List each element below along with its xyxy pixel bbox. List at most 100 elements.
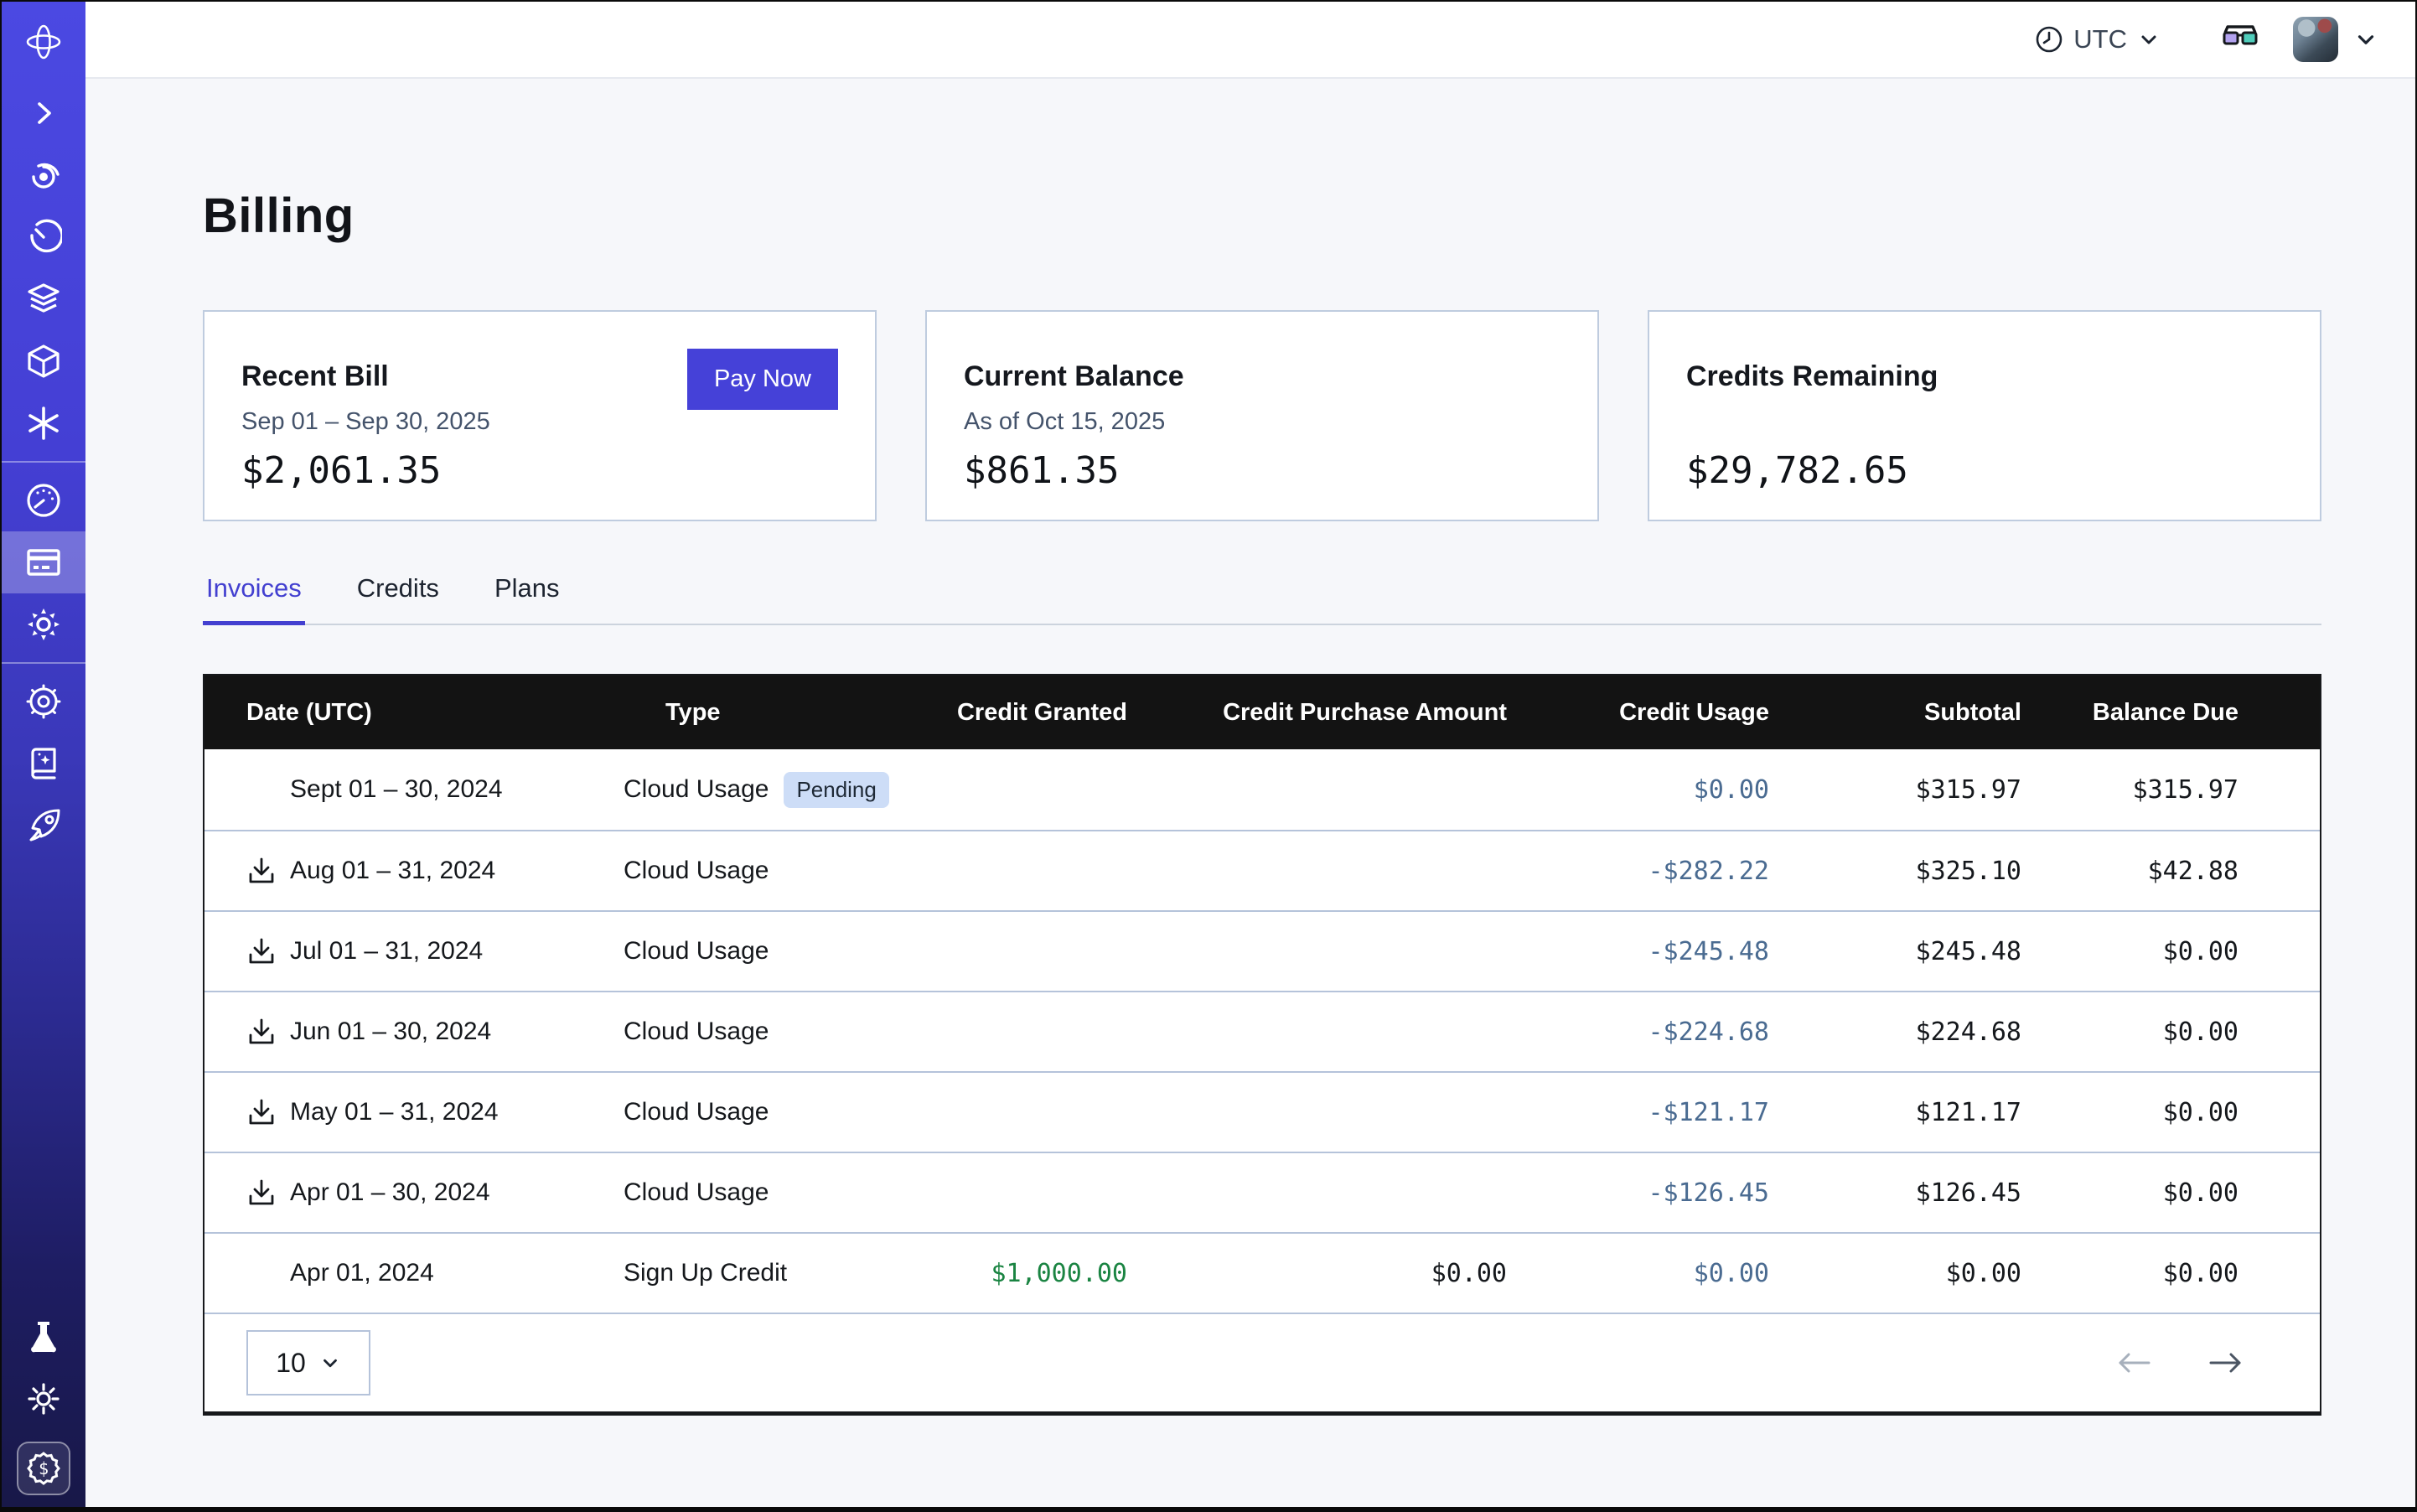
subtotal-value: $0.00 — [1945, 1258, 2021, 1288]
tab-plans[interactable]: Plans — [494, 573, 560, 603]
balance-due-value: $0.00 — [2162, 1178, 2238, 1208]
credit-purchase-value: $0.00 — [1431, 1258, 1507, 1288]
invoice-type: Cloud Usage — [624, 937, 769, 965]
subtotal-value: $121.17 — [1915, 1097, 2021, 1127]
download-invoice-icon[interactable] — [246, 856, 277, 887]
subtotal-value: $315.97 — [1915, 774, 2021, 805]
billing-card-icon — [27, 549, 60, 576]
page-title: Billing — [203, 189, 355, 243]
credit-usage-value: -$224.68 — [1648, 1017, 1770, 1047]
invoice-date: May 01 – 31, 2024 — [290, 1098, 499, 1126]
column-header: Credit Granted — [956, 698, 1127, 726]
svg-text:$: $ — [39, 1458, 49, 1478]
subtotal-value: $224.68 — [1915, 1017, 2021, 1047]
invoice-row: Jul 01 – 31, 2024 Cloud Usage -$245.48 $245… — [204, 910, 2320, 991]
subtotal-value: $245.48 — [1915, 936, 2021, 966]
invoice-type: Cloud Usage — [624, 1017, 769, 1045]
invoice-date: Jul 01 – 31, 2024 — [290, 937, 484, 965]
invoice-date: Sept 01 – 30, 2024 — [290, 775, 503, 803]
current-balance-amount: $861.35 — [964, 449, 1120, 492]
sun-icon[interactable] — [2, 1368, 85, 1430]
sidebar-divider — [2, 662, 85, 664]
user-avatar[interactable] — [2293, 17, 2338, 62]
credit-usage-value: -$282.22 — [1648, 856, 1770, 886]
credit-usage-value: $0.00 — [1693, 1258, 1769, 1288]
balance-due-value: $0.00 — [2162, 1017, 2238, 1047]
recent-bill-amount: $2,061.35 — [241, 449, 442, 492]
credit-granted-value: $1,000.00 — [991, 1258, 1127, 1288]
summary-cards: Recent Bill Sep 01 – Sep 30, 2025 $2,061… — [203, 310, 2321, 521]
chevron-down-icon — [323, 1359, 337, 1368]
timer-icon[interactable] — [2, 206, 85, 268]
gear-icon[interactable] — [2, 593, 85, 655]
column-header: Credit Usage — [1619, 698, 1769, 726]
table-header: Date (UTC) Type Credit Granted Credit Purch… — [204, 676, 2320, 749]
download-invoice-icon[interactable] — [246, 1017, 277, 1048]
card-title: Credits Remaining — [1686, 360, 1938, 392]
next-page-arrow-icon[interactable] — [2207, 1349, 2244, 1377]
invoice-type: Sign Up Credit — [624, 1259, 788, 1287]
balance-due-value: $0.00 — [2162, 1258, 2238, 1288]
tab-invoices[interactable]: Invoices — [203, 573, 305, 625]
subtotal-value: $325.10 — [1915, 856, 2021, 886]
invoice-row: Apr 01 – 30, 2024 Cloud Usage -$126.45 $126… — [204, 1152, 2320, 1232]
gauge-icon[interactable] — [2, 469, 85, 531]
asterisk-icon[interactable] — [2, 392, 85, 454]
download-invoice-icon[interactable] — [246, 1097, 277, 1128]
layers-icon[interactable] — [2, 268, 85, 330]
pay-now-button[interactable]: Pay Now — [686, 349, 838, 410]
column-header: Balance Due — [2092, 698, 2238, 726]
credits-remaining-card: Credits Remaining $29,782.65 — [1648, 310, 2321, 521]
table-footer: 10 — [204, 1313, 2320, 1411]
credit-usage-value: -$121.17 — [1648, 1097, 1770, 1127]
invoice-row: Apr 01, 2024 Sign Up Credit $1,000.00 $0.00… — [204, 1232, 2320, 1313]
rocket-icon[interactable] — [2, 795, 85, 857]
recent-bill-card: Recent Bill Sep 01 – Sep 30, 2025 $2,061… — [203, 310, 877, 521]
column-header: Date (UTC) — [246, 698, 372, 726]
cube-icon[interactable] — [2, 330, 85, 392]
credit-usage-value: -$245.48 — [1648, 936, 1770, 966]
download-invoice-icon[interactable] — [246, 1178, 277, 1209]
clock-icon — [2036, 26, 2062, 53]
card-title: Current Balance — [964, 360, 1184, 392]
invoice-row: May 01 – 31, 2024 Cloud Usage -$121.17 $121… — [204, 1071, 2320, 1152]
previous-page-arrow-icon[interactable] — [2115, 1349, 2152, 1377]
account-menu-chevron-icon[interactable] — [2353, 27, 2378, 52]
column-header: Subtotal — [1924, 698, 2021, 726]
main-content: Billing Recent Bill Sep 01 – Sep 30, 202… — [85, 79, 2415, 1507]
balance-as-of-date: As of Oct 15, 2025 — [964, 408, 1166, 435]
sidebar-expand-button[interactable] — [2, 82, 85, 144]
3d-glasses-icon[interactable] — [2223, 24, 2258, 55]
dollar-badge-icon[interactable]: $ — [2, 1430, 85, 1507]
invoice-row: Jun 01 – 30, 2024 Cloud Usage -$224.68 $224… — [204, 991, 2320, 1071]
sidebar-item-billing[interactable] — [2, 531, 85, 593]
download-invoice-icon[interactable] — [246, 936, 277, 967]
page-size-select[interactable]: 10 — [246, 1330, 370, 1395]
page-size-value: 10 — [276, 1347, 306, 1378]
invoices-table: Date (UTC) Type Credit Granted Credit Purch… — [203, 674, 2321, 1416]
balance-due-value: $42.88 — [2147, 856, 2238, 886]
tab-credits[interactable]: Credits — [356, 573, 439, 603]
logo-propeller-icon[interactable] — [2, 2, 85, 82]
flask-icon[interactable] — [2, 1306, 85, 1368]
invoice-date: Aug 01 – 31, 2024 — [290, 857, 496, 884]
credit-usage-value: $0.00 — [1693, 774, 1769, 805]
sidebar-divider — [2, 461, 85, 463]
book-sparkle-icon[interactable] — [2, 733, 85, 795]
invoice-date: Apr 01 – 30, 2024 — [290, 1178, 490, 1206]
helm-icon[interactable] — [2, 671, 85, 733]
credit-usage-value: -$126.45 — [1648, 1178, 1770, 1208]
balance-due-value: $0.00 — [2162, 1097, 2238, 1127]
invoice-type: Cloud Usage — [624, 857, 769, 884]
invoice-row: Aug 01 – 31, 2024 Cloud Usage -$282.22 $325… — [204, 830, 2320, 910]
billing-period: Sep 01 – Sep 30, 2025 — [241, 408, 490, 435]
column-header: Type — [665, 698, 721, 726]
spiral-icon[interactable] — [2, 144, 85, 206]
credits-remaining-amount: $29,782.65 — [1686, 449, 1908, 492]
invoice-type: Cloud Usage — [624, 775, 769, 803]
table-body: Sept 01 – 30, 2024 Cloud Usage Pending $0.0… — [204, 749, 2320, 1313]
subtotal-value: $126.45 — [1915, 1178, 2021, 1208]
invoice-row: Sept 01 – 30, 2024 Cloud Usage Pending $0.0… — [204, 749, 2320, 830]
timezone-selector[interactable]: UTC — [2035, 24, 2161, 54]
